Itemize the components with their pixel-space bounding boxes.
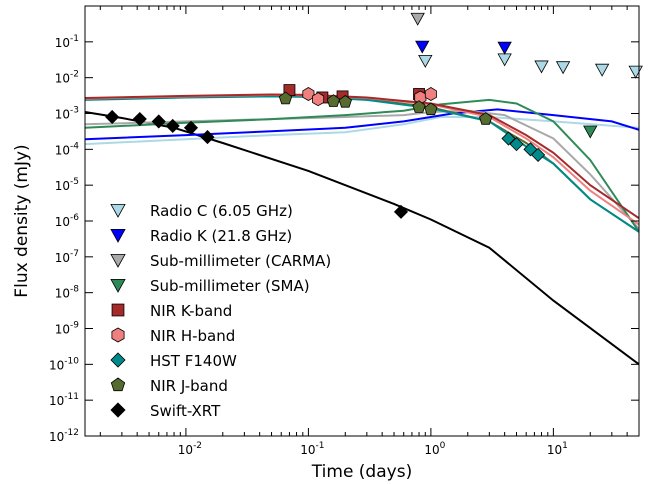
legend-marker-2: [110, 228, 126, 243]
y-tick-label-7: 10-6: [55, 213, 80, 229]
x-tick-label-3: 100: [424, 441, 445, 457]
legend-label-5: NIR K-band: [150, 302, 232, 320]
point-series9-1: [105, 109, 120, 125]
point-series7-1: [501, 131, 516, 146]
point-series2-2: [497, 41, 512, 55]
model-curve-5: [85, 98, 639, 233]
y-tick-label-4: 10-9: [55, 321, 80, 337]
point-series1-6: [628, 65, 643, 79]
plot-frame: [84, 5, 640, 437]
y-tick-label-8: 10-5: [55, 177, 79, 193]
point-series6-4: [424, 87, 437, 101]
point-series9-2: [132, 111, 147, 127]
legend-label-9: Swift-XRT: [150, 402, 221, 420]
y-tick-label-9: 10-4: [55, 141, 80, 157]
point-series8-6: [479, 112, 493, 125]
legend-label-7: HST F140W: [150, 352, 237, 370]
y-tick-label-10: 10-3: [55, 106, 79, 122]
point-series9-6: [200, 129, 215, 145]
y-tick-label-12: 10-1: [55, 34, 79, 50]
point-series8-1: [278, 91, 293, 105]
point-series1-1: [418, 54, 433, 68]
legend-marker-4: [110, 278, 126, 293]
y-tick-label-6: 10-7: [55, 249, 79, 265]
point-series1-2: [497, 53, 512, 67]
point-series7-2: [509, 137, 524, 152]
legend-label-2: Radio K (21.8 GHz): [150, 227, 292, 245]
point-series8-5: [424, 102, 438, 116]
point-series9-7: [393, 204, 409, 219]
y-axis-label: Flux density (mJy): [12, 144, 32, 297]
point-series9-4: [165, 118, 180, 133]
point-series6-1: [302, 87, 315, 101]
point-series8-4: [412, 100, 426, 113]
point-series1-5: [594, 63, 610, 77]
y-tick-label-3: 10-10: [49, 356, 79, 372]
legend-label-6: NIR H-band: [150, 327, 235, 345]
legend-label-4: Sub-millimeter (SMA): [150, 277, 310, 295]
model-curve-3: [85, 108, 639, 141]
legend-label-8: NIR J-band: [150, 377, 228, 395]
model-curve-2: [85, 116, 639, 146]
y-tick-label-11: 10-2: [55, 70, 79, 86]
data-points: [105, 12, 643, 219]
legend-marker-5: [111, 303, 125, 317]
point-series6-2: [312, 92, 325, 107]
point-series3-1: [410, 12, 425, 26]
point-series9-5: [183, 120, 199, 135]
point-series1-4: [555, 61, 571, 75]
point-series8-3: [338, 95, 352, 108]
point-series4-1: [583, 125, 598, 139]
legend: Radio C (6.05 GHz) Radio K (21.8 GHz) Sub-…: [110, 202, 331, 420]
y-tick-label-1: 10-12: [49, 428, 79, 444]
axis-ticks: 10-2 10-1 100 101 10-12 10-11 10-10 10-9 10-8 10-…: [49, 6, 639, 457]
y-tick-label-2: 10-11: [49, 392, 79, 408]
point-series7-4: [531, 147, 546, 162]
x-axis-label: Time (days): [311, 462, 412, 482]
legend-label-3: Sub-millimeter (CARMA): [150, 252, 331, 270]
point-series9-3: [151, 114, 166, 129]
legend-marker-3: [110, 253, 126, 268]
point-series2-1: [415, 40, 430, 54]
legend-label-1: Radio C (6.05 GHz): [150, 202, 293, 220]
x-tick-label-1: 10-2: [178, 441, 202, 457]
legend-marker-8: [110, 377, 126, 392]
y-tick-label-5: 10-8: [55, 285, 80, 301]
x-tick-label-4: 101: [547, 441, 568, 457]
point-series8-2: [326, 94, 341, 107]
legend-marker-6: [111, 327, 125, 343]
x-tick-label-2: 10-1: [300, 441, 324, 457]
legend-marker-7: [110, 352, 126, 368]
legend-marker-1: [110, 203, 126, 218]
legend-marker-9: [110, 402, 126, 418]
point-series1-3: [534, 60, 549, 74]
